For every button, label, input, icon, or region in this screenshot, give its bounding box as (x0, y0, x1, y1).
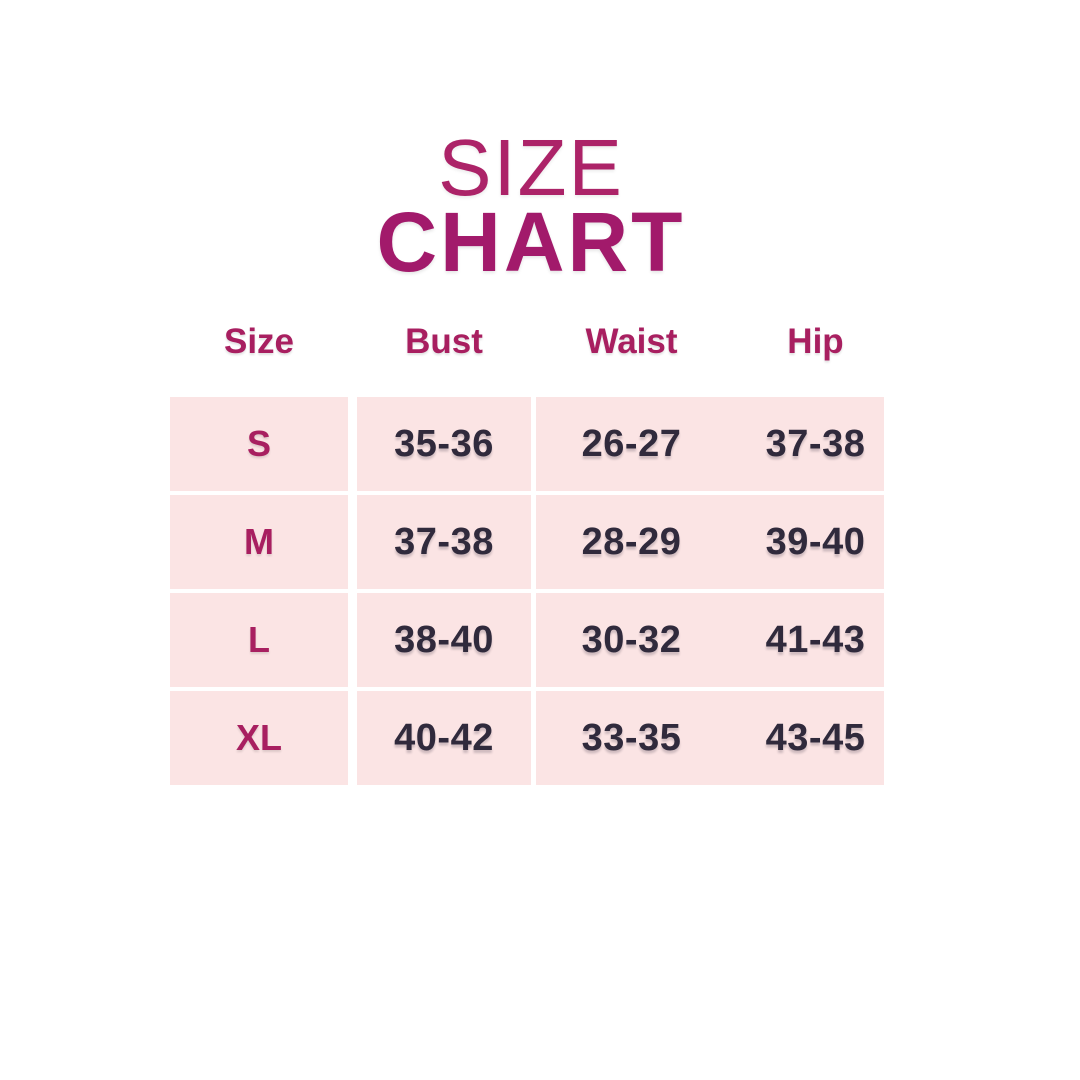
size-cell-m: M (170, 495, 348, 589)
bust-cell-l: 38-40 (357, 593, 531, 687)
waist-value: 26-27 (581, 422, 682, 465)
waist-value: 33-35 (581, 716, 682, 759)
column-header-waist: Waist (585, 322, 678, 361)
bust-value: 35-36 (394, 422, 494, 465)
bust-value: 40-42 (394, 716, 494, 759)
column-header-bust: Bust (405, 322, 483, 361)
hip-value: 37-38 (765, 422, 866, 465)
hip-value: 41-43 (765, 618, 866, 661)
waist-cell-s: 26-27 (536, 397, 703, 491)
title-line-chart: CHART (376, 195, 686, 289)
waist-cell-m: 28-29 (536, 495, 703, 589)
bust-value: 38-40 (394, 618, 494, 661)
hip-cell-s: 37-38 (703, 397, 884, 491)
size-cell-l: L (170, 593, 348, 687)
title-line-size: SIZE (438, 123, 624, 212)
hip-cell-xl: 43-45 (703, 691, 884, 785)
hip-value: 43-45 (765, 716, 866, 759)
size-label: S (246, 423, 271, 464)
table-header-row: Size Bust Waist Hip (170, 318, 884, 366)
waist-value: 28-29 (581, 520, 682, 563)
column-header-hip: Hip (787, 322, 844, 361)
waist-cell-xl: 33-35 (536, 691, 703, 785)
size-cell-xl: XL (170, 691, 348, 785)
size-label: M (244, 521, 274, 562)
waist-value: 30-32 (581, 618, 682, 661)
hip-cell-l: 41-43 (703, 593, 884, 687)
column-header-size: Size (223, 322, 295, 361)
bust-value: 37-38 (394, 520, 494, 563)
size-cell-s: S (170, 397, 348, 491)
waist-cell-l: 30-32 (536, 593, 703, 687)
hip-value: 39-40 (765, 520, 866, 563)
bust-cell-s: 35-36 (357, 397, 531, 491)
size-label: L (248, 619, 270, 660)
bust-cell-xl: 40-42 (357, 691, 531, 785)
size-table: S 35-36 26-27 37-38 M 37-38 28-29 39-40 … (170, 397, 884, 785)
hip-cell-m: 39-40 (703, 495, 884, 589)
size-label: XL (235, 717, 282, 758)
bust-cell-m: 37-38 (357, 495, 531, 589)
